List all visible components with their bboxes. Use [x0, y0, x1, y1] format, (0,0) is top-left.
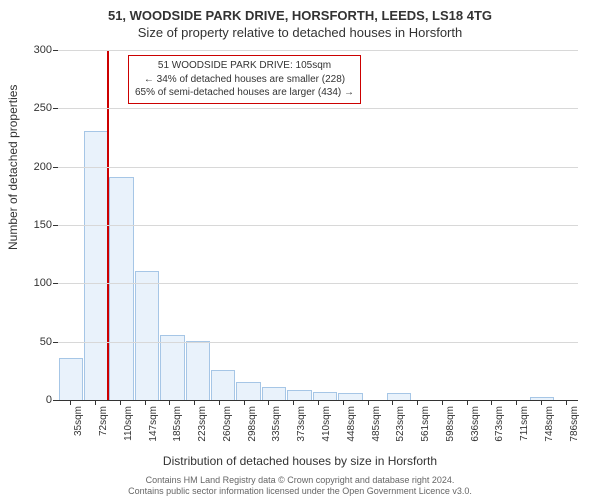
- grid-line: [58, 50, 578, 51]
- histogram-bar: [84, 131, 108, 400]
- info-box: 51 WOODSIDE PARK DRIVE: 105sqm ← 34% of …: [128, 55, 361, 104]
- x-tick-label: 298sqm: [247, 406, 258, 442]
- x-tick-label: 335sqm: [271, 406, 282, 442]
- x-tick-label: 673sqm: [494, 406, 505, 442]
- x-tick: [566, 400, 567, 405]
- histogram-bar: [287, 390, 311, 400]
- x-tick: [244, 400, 245, 405]
- x-tick: [392, 400, 393, 405]
- y-tick: [53, 400, 58, 401]
- y-tick-label: 0: [46, 394, 52, 406]
- y-tick-label: 250: [34, 102, 52, 114]
- attribution: Contains HM Land Registry data © Crown c…: [0, 475, 600, 498]
- chart-subtitle: Size of property relative to detached ho…: [0, 23, 600, 40]
- x-tick-label: 223sqm: [197, 406, 208, 442]
- x-tick: [70, 400, 71, 405]
- y-tick: [53, 50, 58, 51]
- grid-line: [58, 108, 578, 109]
- x-tick-label: 523sqm: [395, 406, 406, 442]
- x-tick-label: 185sqm: [172, 406, 183, 442]
- chart-title: 51, WOODSIDE PARK DRIVE, HORSFORTH, LEED…: [0, 0, 600, 23]
- y-tick: [53, 167, 58, 168]
- x-tick-label: 485sqm: [371, 406, 382, 442]
- histogram-bar: [313, 392, 337, 400]
- x-tick-label: 448sqm: [346, 406, 357, 442]
- x-tick: [541, 400, 542, 405]
- x-tick: [293, 400, 294, 405]
- x-tick: [343, 400, 344, 405]
- histogram-bar: [262, 387, 286, 400]
- y-axis-label: Number of detached properties: [6, 85, 20, 250]
- x-tick-label: 786sqm: [569, 406, 580, 442]
- chart-container: 51, WOODSIDE PARK DRIVE, HORSFORTH, LEED…: [0, 0, 600, 500]
- x-axis-label: Distribution of detached houses by size …: [0, 454, 600, 468]
- x-tick: [120, 400, 121, 405]
- x-tick-label: 561sqm: [420, 406, 431, 442]
- y-tick: [53, 108, 58, 109]
- x-tick: [194, 400, 195, 405]
- histogram-bar: [387, 393, 411, 400]
- x-tick-label: 110sqm: [123, 406, 134, 441]
- grid-line: [58, 225, 578, 226]
- y-tick-label: 300: [34, 44, 52, 56]
- y-tick-label: 100: [34, 277, 52, 289]
- x-tick-label: 260sqm: [222, 406, 233, 442]
- x-tick: [169, 400, 170, 405]
- x-tick: [417, 400, 418, 405]
- info-line3: 65% of semi-detached houses are larger (…: [135, 86, 354, 100]
- histogram-bar: [109, 177, 133, 400]
- x-tick-label: 598sqm: [445, 406, 456, 442]
- attribution-line2: Contains public sector information licen…: [0, 486, 600, 498]
- y-tick: [53, 225, 58, 226]
- x-tick: [318, 400, 319, 405]
- info-line1: 51 WOODSIDE PARK DRIVE: 105sqm: [135, 59, 354, 73]
- x-tick: [219, 400, 220, 405]
- grid-line: [58, 167, 578, 168]
- x-tick: [95, 400, 96, 405]
- histogram-bar: [59, 358, 83, 400]
- y-tick-label: 200: [34, 161, 52, 173]
- grid-line: [58, 283, 578, 284]
- histogram-bar: [160, 335, 184, 400]
- x-tick-label: 410sqm: [321, 406, 332, 442]
- x-tick: [467, 400, 468, 405]
- y-tick-label: 150: [34, 219, 52, 231]
- x-tick: [368, 400, 369, 405]
- histogram-bar: [236, 382, 260, 401]
- grid-line: [58, 342, 578, 343]
- y-tick: [53, 283, 58, 284]
- x-tick-label: 35sqm: [73, 406, 84, 436]
- x-tick-label: 711sqm: [519, 406, 530, 441]
- y-tick-label: 50: [40, 336, 52, 348]
- attribution-line1: Contains HM Land Registry data © Crown c…: [0, 475, 600, 487]
- x-tick-label: 748sqm: [544, 406, 555, 442]
- x-tick: [442, 400, 443, 405]
- x-tick-label: 636sqm: [470, 406, 481, 442]
- info-line2: ← 34% of detached houses are smaller (22…: [135, 73, 354, 87]
- x-tick-label: 147sqm: [148, 406, 159, 442]
- x-tick: [491, 400, 492, 405]
- y-tick: [53, 342, 58, 343]
- histogram-bar: [211, 370, 235, 400]
- x-tick: [145, 400, 146, 405]
- histogram-bar: [186, 341, 210, 400]
- histogram-bar: [338, 393, 362, 400]
- x-tick: [516, 400, 517, 405]
- x-tick-label: 373sqm: [296, 406, 307, 442]
- histogram-bar: [135, 271, 159, 400]
- plot-area: 51 WOODSIDE PARK DRIVE: 105sqm ← 34% of …: [58, 50, 578, 401]
- x-tick-label: 72sqm: [98, 406, 109, 436]
- x-tick: [268, 400, 269, 405]
